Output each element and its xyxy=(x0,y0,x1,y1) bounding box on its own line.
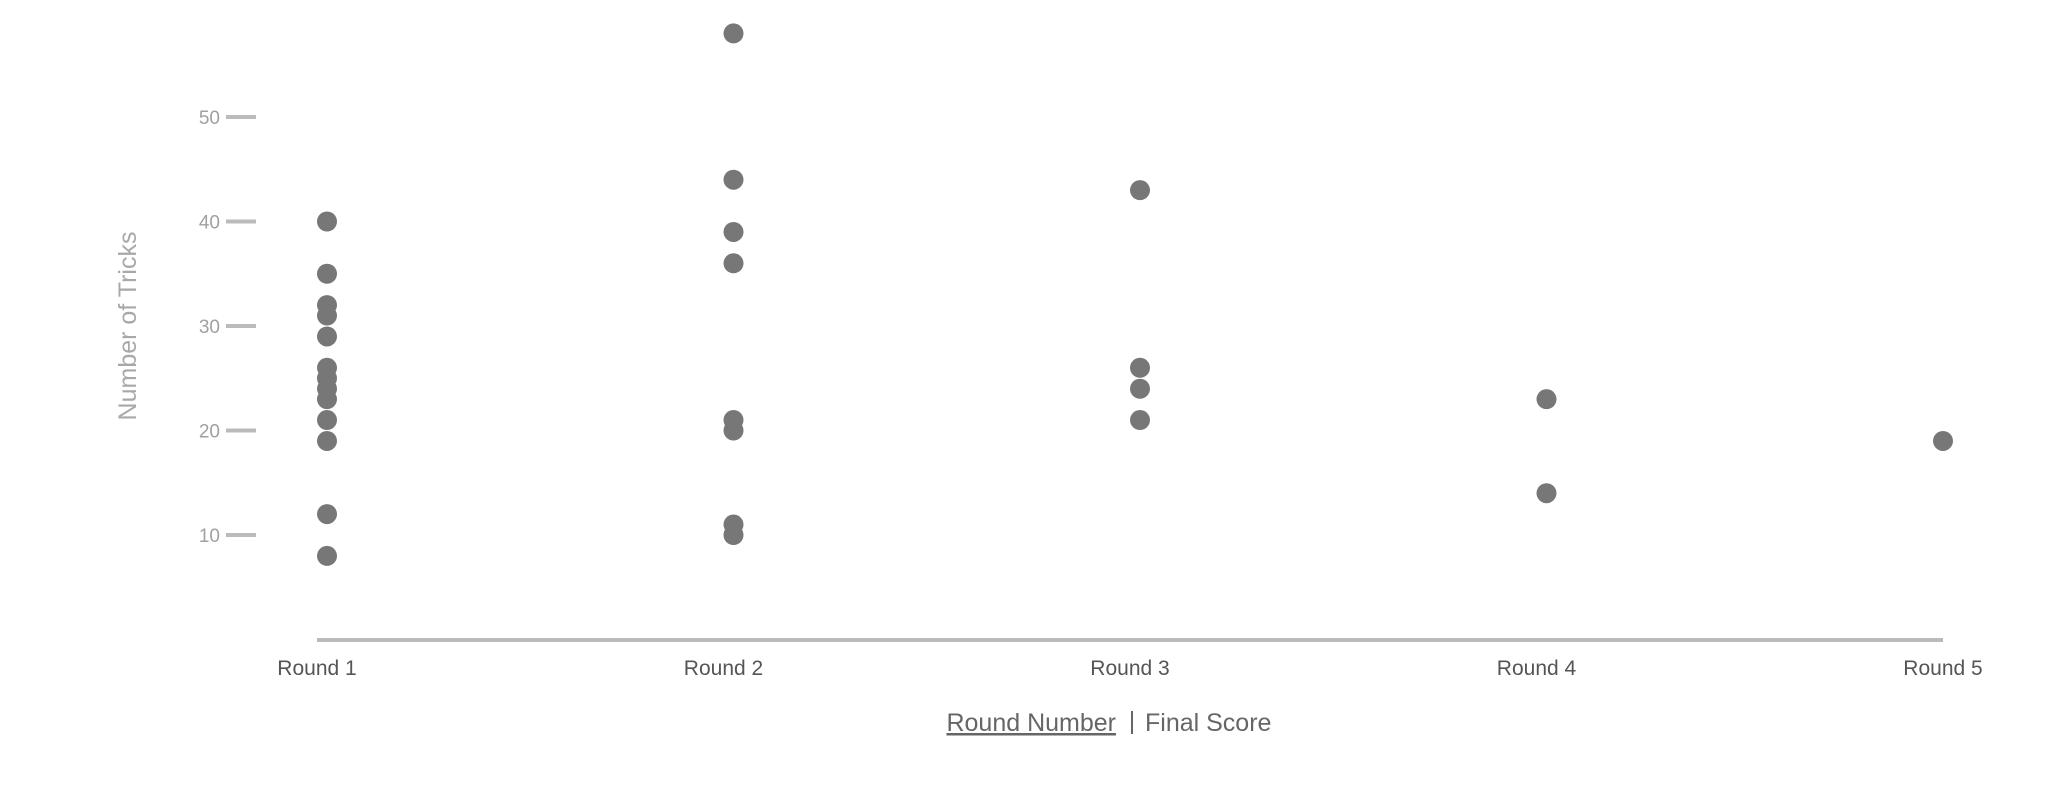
data-point[interactable] xyxy=(317,326,337,347)
data-point[interactable] xyxy=(1933,430,1953,451)
data-point[interactable] xyxy=(317,305,337,326)
data-point[interactable] xyxy=(317,389,337,410)
x-axis-option-final-score[interactable]: Final Score xyxy=(1145,709,1271,737)
y-tick-label: 30 xyxy=(199,317,220,338)
data-point[interactable] xyxy=(317,211,337,232)
data-point[interactable] xyxy=(723,169,744,190)
data-points xyxy=(317,23,1953,566)
data-point[interactable] xyxy=(1130,180,1150,201)
data-point[interactable] xyxy=(317,410,337,431)
data-point[interactable] xyxy=(1130,410,1150,431)
y-tick-label: 10 xyxy=(199,526,220,547)
data-point[interactable] xyxy=(317,504,337,525)
data-point[interactable] xyxy=(1536,483,1557,504)
data-point[interactable] xyxy=(317,545,337,566)
data-point[interactable] xyxy=(1536,389,1557,410)
data-point[interactable] xyxy=(317,263,337,284)
x-axis: Round 1 Round 2 Round 3 Round 4 Round 5 xyxy=(277,638,1983,680)
x-tick-label: Round 4 xyxy=(1497,657,1577,680)
data-point[interactable] xyxy=(723,420,744,441)
y-tick-label: 20 xyxy=(199,422,220,443)
y-axis-title: Number of Tricks xyxy=(114,232,142,421)
data-point[interactable] xyxy=(1130,378,1150,399)
x-tick-label: Round 5 xyxy=(1903,657,1982,680)
x-tick-label: Round 3 xyxy=(1090,657,1169,680)
data-point[interactable] xyxy=(723,253,744,274)
y-axis: 10 20 30 40 50 xyxy=(199,108,256,547)
data-point[interactable] xyxy=(723,221,744,242)
x-axis-option-round-number[interactable]: Round Number xyxy=(946,709,1116,737)
y-tick-label: 40 xyxy=(199,213,220,234)
x-tick-label: Round 2 xyxy=(684,657,763,680)
data-point[interactable] xyxy=(723,525,744,545)
y-tick-label: 50 xyxy=(199,108,220,129)
data-point[interactable] xyxy=(1130,357,1150,378)
data-point[interactable] xyxy=(723,23,744,44)
x-tick-label: Round 1 xyxy=(277,657,356,680)
x-axis-option-separator: | xyxy=(1129,707,1136,735)
data-point[interactable] xyxy=(317,430,337,451)
x-axis-title: Round Number | Final Score xyxy=(946,707,1271,737)
